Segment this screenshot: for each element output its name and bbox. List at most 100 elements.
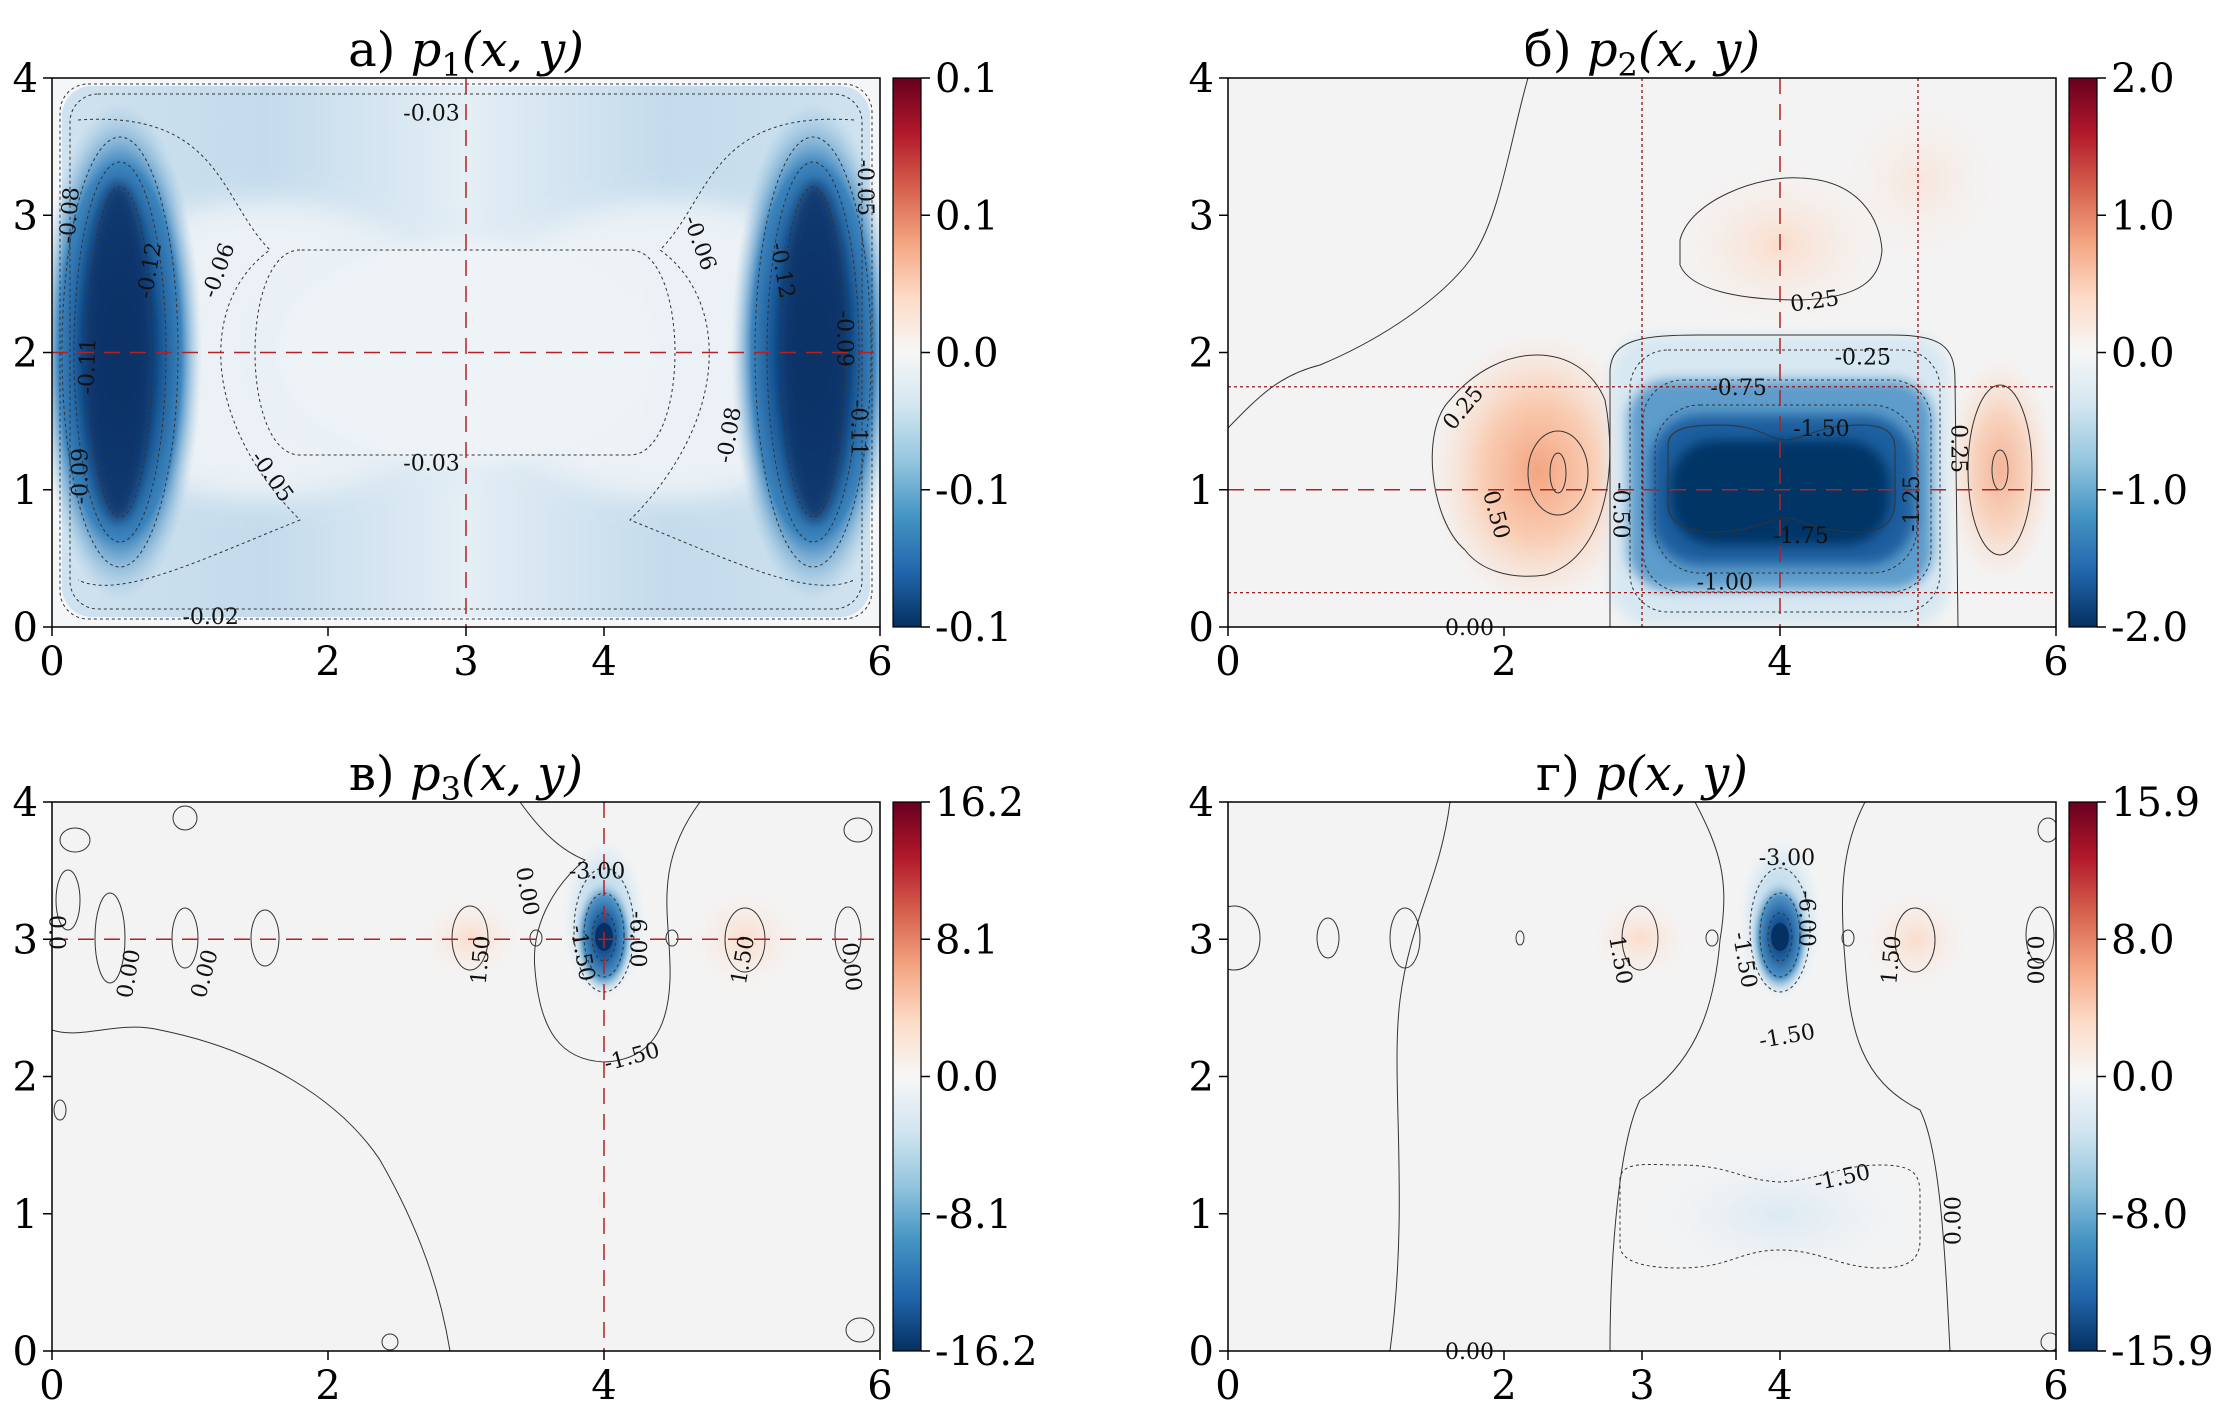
contour-label: -6.00 — [1794, 890, 1819, 946]
y-tick-label: 1 — [13, 468, 38, 514]
x-tick-label: 0 — [39, 1363, 64, 1409]
heatmap-p — [1228, 802, 2056, 1351]
x-tick-label: 6 — [2043, 1363, 2068, 1409]
contour-label: -1.00 — [1697, 571, 1753, 596]
colorbar-tick-label: -2.0 — [2111, 605, 2188, 651]
panel-p2: 0.25-0.25-0.75-1.50-1.75-1.00-1.250.250.… — [1189, 22, 2189, 685]
x-tick-label: 4 — [591, 1363, 616, 1409]
title-p3: в) p3(x, y) — [349, 746, 583, 808]
contour-label: 0.00 — [1445, 616, 1494, 641]
chart-title: б) p2(x, y) — [1524, 22, 1760, 84]
y-tick-label: 0 — [1189, 605, 1214, 651]
colorbar-tick-label: -16.2 — [935, 1329, 1038, 1375]
colorbar-tick-label: -0.1 — [935, 605, 1012, 651]
x-tick-label: 0 — [1215, 639, 1240, 685]
title-prefix: в) — [349, 746, 410, 802]
chart-title: г) p(x, y) — [1536, 746, 1748, 802]
colorbar-p: 15.9 8.0 0.0 -8.0 -15.9 — [2068, 780, 2214, 1375]
y-tick-label: 2 — [13, 1055, 38, 1101]
colorbar-tick-label: 0.0 — [2111, 1055, 2175, 1101]
y-axis-p2: 0 1 2 3 4 — [1189, 56, 1228, 651]
colorbar-tick-label: 16.2 — [935, 780, 1024, 826]
colorbar-p2: 2.0 1.0 0.0 -1.0 -2.0 — [2068, 56, 2188, 651]
colorbar-tick-label: -8.1 — [935, 1192, 1012, 1238]
contour-label: 0.00 — [1942, 1196, 1967, 1245]
contour-label: -1.75 — [1772, 524, 1828, 549]
title-arguments: (x, y) — [461, 746, 583, 802]
panel-p: -3.001.50 -1.50-6.00-1.501.50 0.00-1.500.0… — [1189, 746, 2214, 1409]
contour-label: -3.00 — [569, 860, 625, 885]
y-tick-label: 1 — [1189, 1192, 1214, 1238]
title-p: г) p(x, y) — [1536, 746, 1748, 802]
panel-p1: -0.03-0.03-0.02-0.08-0.12 -0.06-0.11-0.09… — [13, 22, 1013, 685]
y-tick-label: 4 — [13, 56, 38, 102]
y-tick-label: 1 — [1189, 468, 1214, 514]
x-tick-label: 6 — [2043, 639, 2068, 685]
reference-lines-p1 — [52, 78, 880, 627]
y-tick-label: 0 — [13, 1329, 38, 1375]
colorbar-tick-label: 0.0 — [935, 1055, 999, 1101]
y-axis-p1: 0 1 2 3 4 — [13, 56, 52, 651]
y-tick-label: 2 — [1189, 1055, 1214, 1101]
colorbar-tick-label: 2.0 — [2111, 56, 2175, 102]
colorbar-gradient — [892, 801, 922, 1352]
title-prefix: а) — [348, 22, 411, 78]
colorbar-tick-label: -15.9 — [2111, 1329, 2214, 1375]
y-tick-label: 3 — [13, 917, 38, 963]
contour-label: -3.00 — [1759, 846, 1815, 871]
contour-label: -0.09 — [69, 448, 94, 504]
x-tick-label: 2 — [315, 639, 340, 685]
title-function: p — [410, 746, 441, 802]
colorbar-gradient — [2068, 801, 2098, 1352]
contour-label: -0.09 — [832, 311, 857, 367]
contour-label: -0.11 — [845, 400, 870, 456]
colorbar-tick-label: 0.0 — [2111, 331, 2175, 377]
title-function: p — [1595, 746, 1626, 802]
contour-label: -0.25 — [1835, 346, 1891, 371]
y-tick-label: 3 — [1189, 193, 1214, 239]
contour-label: -6.00 — [625, 911, 650, 967]
colorbar-tick-label: -0.1 — [935, 468, 1012, 514]
x-axis-p1: 0 2 3 4 6 — [39, 627, 893, 685]
contour-label: 0.25 — [1945, 424, 1970, 473]
heatmap-p2 — [1228, 78, 2056, 627]
reference-lines-p2 — [1228, 78, 2056, 627]
contour-label: 0.00 — [2021, 935, 2046, 984]
title-p2: б) p2(x, y) — [1524, 22, 1760, 84]
chart-title: а) p1(x, y) — [348, 22, 584, 84]
colorbar-p1: 0.1 0.1 0.0 -0.1 -0.1 — [892, 56, 1012, 651]
y-tick-label: 2 — [13, 331, 38, 377]
contour-label: 0.00 — [836, 941, 865, 992]
x-tick-label: 4 — [1767, 639, 1792, 685]
title-function: p — [1587, 22, 1618, 78]
x-axis-p: 0 2 3 4 6 — [1215, 1351, 2069, 1409]
colorbar-tick-label: 8.0 — [2111, 917, 2175, 963]
x-tick-label: 3 — [453, 639, 478, 685]
contour-label: -1.25 — [1900, 475, 1925, 531]
colorbar-gradient — [2068, 77, 2098, 628]
colorbar-tick-label: -1.0 — [2111, 468, 2188, 514]
contour-label: -0.08 — [55, 186, 85, 244]
x-tick-label: 2 — [315, 1363, 340, 1409]
contour-label: -0.50 — [1607, 482, 1632, 538]
x-tick-label: 0 — [39, 639, 64, 685]
colorbar-tick-label: 8.1 — [935, 917, 999, 963]
contour-label: 0.0 — [44, 915, 69, 950]
colorbar-p3: 16.2 8.1 0.0 -8.1 -16.2 — [892, 780, 1038, 1375]
title-subscript: 3 — [441, 770, 461, 808]
contour-label: -0.05 — [852, 160, 877, 216]
y-tick-label: 0 — [13, 605, 38, 651]
contour-labels-p1: -0.03-0.03-0.02-0.08-0.12 -0.06-0.11-0.09… — [55, 101, 877, 630]
y-tick-label: 1 — [13, 1192, 38, 1238]
title-function: p — [411, 22, 442, 78]
title-p1: а) p1(x, y) — [348, 22, 584, 84]
x-tick-label: 6 — [867, 1363, 892, 1409]
y-tick-label: 4 — [1189, 56, 1214, 102]
y-axis-p: 0 1 2 3 4 — [1189, 780, 1228, 1375]
y-axis-p3: 0 1 2 3 4 — [13, 780, 52, 1375]
colorbar-tick-label: 15.9 — [2111, 780, 2200, 826]
heatmap-p3 — [52, 802, 880, 1351]
chart-title: в) p3(x, y) — [349, 746, 583, 808]
x-tick-label: 0 — [1215, 1363, 1240, 1409]
